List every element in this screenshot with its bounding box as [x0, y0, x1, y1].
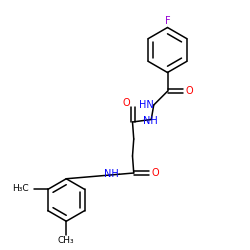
Text: CH₃: CH₃ [58, 236, 74, 245]
Text: H₃C: H₃C [12, 184, 28, 193]
Text: HN: HN [139, 100, 154, 110]
Text: NH: NH [142, 116, 158, 126]
Text: O: O [152, 168, 159, 178]
Text: O: O [122, 98, 130, 108]
Text: O: O [186, 86, 193, 96]
Text: F: F [165, 16, 170, 26]
Text: NH: NH [104, 169, 119, 179]
